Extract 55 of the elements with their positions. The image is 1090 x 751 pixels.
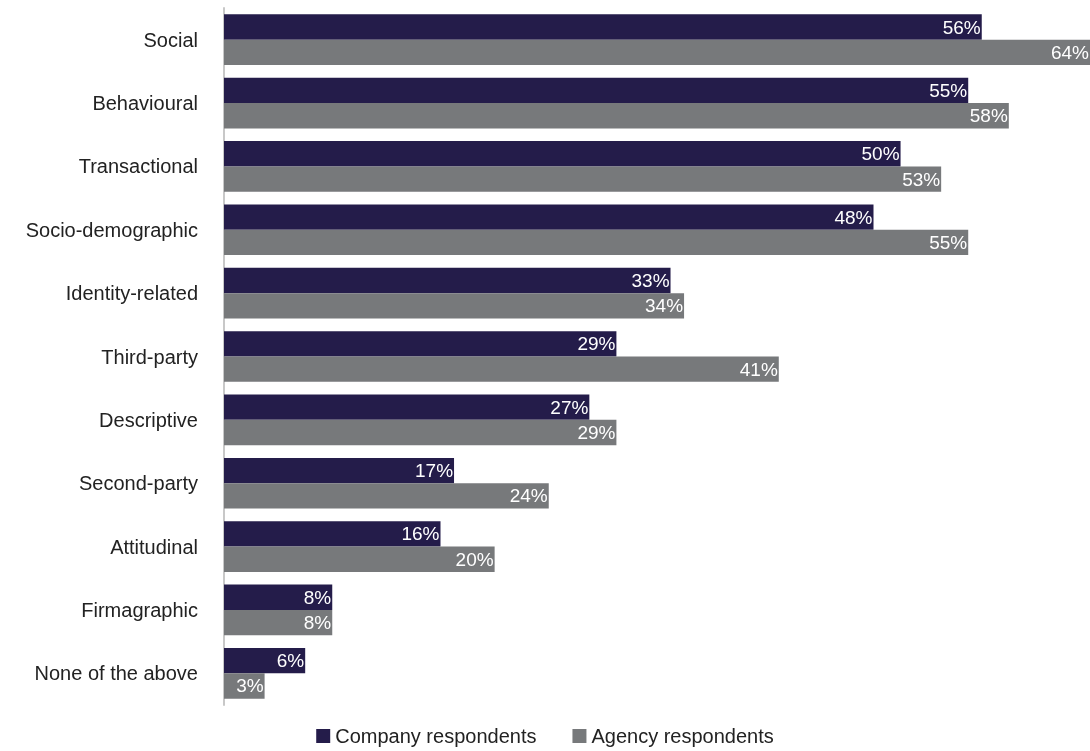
y-tick-label: Third-party [101,345,198,368]
y-tick-label: Second-party [79,472,198,495]
bar [224,77,969,104]
bar [224,293,685,319]
y-tick-label: Transactional [78,155,198,178]
bar [224,521,441,547]
bar [224,141,901,167]
bar [224,103,1009,129]
data-label: 33% [631,269,670,291]
bar [224,394,590,420]
y-tick-label: None of the above [34,662,198,685]
legend-label: Agency respondents [591,725,774,747]
data-label: 20% [455,548,494,570]
data-label: 29% [577,422,616,444]
data-label: 6% [276,650,305,672]
data-label: 16% [401,523,440,545]
y-tick-label: Behavioural [92,92,198,115]
bar [224,331,617,357]
data-label: 55% [929,79,968,101]
data-label: 34% [645,295,684,317]
data-label: 8% [303,586,332,608]
y-tick-label: Identity-related [65,282,198,305]
bar [224,356,779,382]
bar [224,229,969,256]
bar [224,419,617,446]
y-tick-label: Attitudinal [110,535,198,558]
data-label: 3% [236,675,264,697]
data-label: 17% [415,460,454,482]
y-tick-label: Firmagraphic [81,598,198,621]
bar [224,14,982,40]
data-label: 53% [902,168,941,190]
bar [224,166,942,192]
data-label: 24% [509,485,548,507]
bar [224,546,495,572]
bar [224,457,455,484]
bar [224,39,1090,66]
y-tick-label: Descriptive [99,408,198,431]
y-tick-label: Socio-demographic [25,218,198,241]
data-label: 48% [834,206,873,228]
data-label: 58% [969,105,1008,127]
bar [224,609,333,636]
bar [224,584,333,610]
data-label: 64% [1050,41,1090,63]
data-label: 50% [861,143,900,165]
bar [224,267,671,294]
y-tick-label: Social [143,28,198,51]
data-label: 27% [550,396,589,418]
legend-label: Company respondents [335,725,537,747]
data-label: 29% [577,333,616,355]
data-label: 8% [303,612,332,634]
data-label: 41% [739,358,778,380]
data-label: 56% [942,16,981,38]
bar [224,483,549,509]
bar [224,204,874,230]
data-label: 55% [929,231,968,253]
